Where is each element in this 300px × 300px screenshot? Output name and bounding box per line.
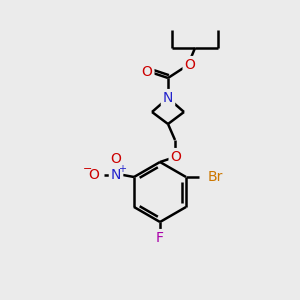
Text: O: O — [111, 152, 122, 166]
Text: +: + — [118, 164, 126, 174]
Text: N: N — [163, 91, 173, 105]
Text: O: O — [184, 58, 195, 72]
Text: O: O — [171, 150, 182, 164]
Text: F: F — [156, 231, 164, 245]
Text: N: N — [111, 168, 121, 182]
Text: O: O — [88, 168, 100, 182]
Text: −: − — [83, 164, 93, 174]
Text: Br: Br — [208, 170, 224, 184]
Text: O: O — [142, 65, 152, 79]
